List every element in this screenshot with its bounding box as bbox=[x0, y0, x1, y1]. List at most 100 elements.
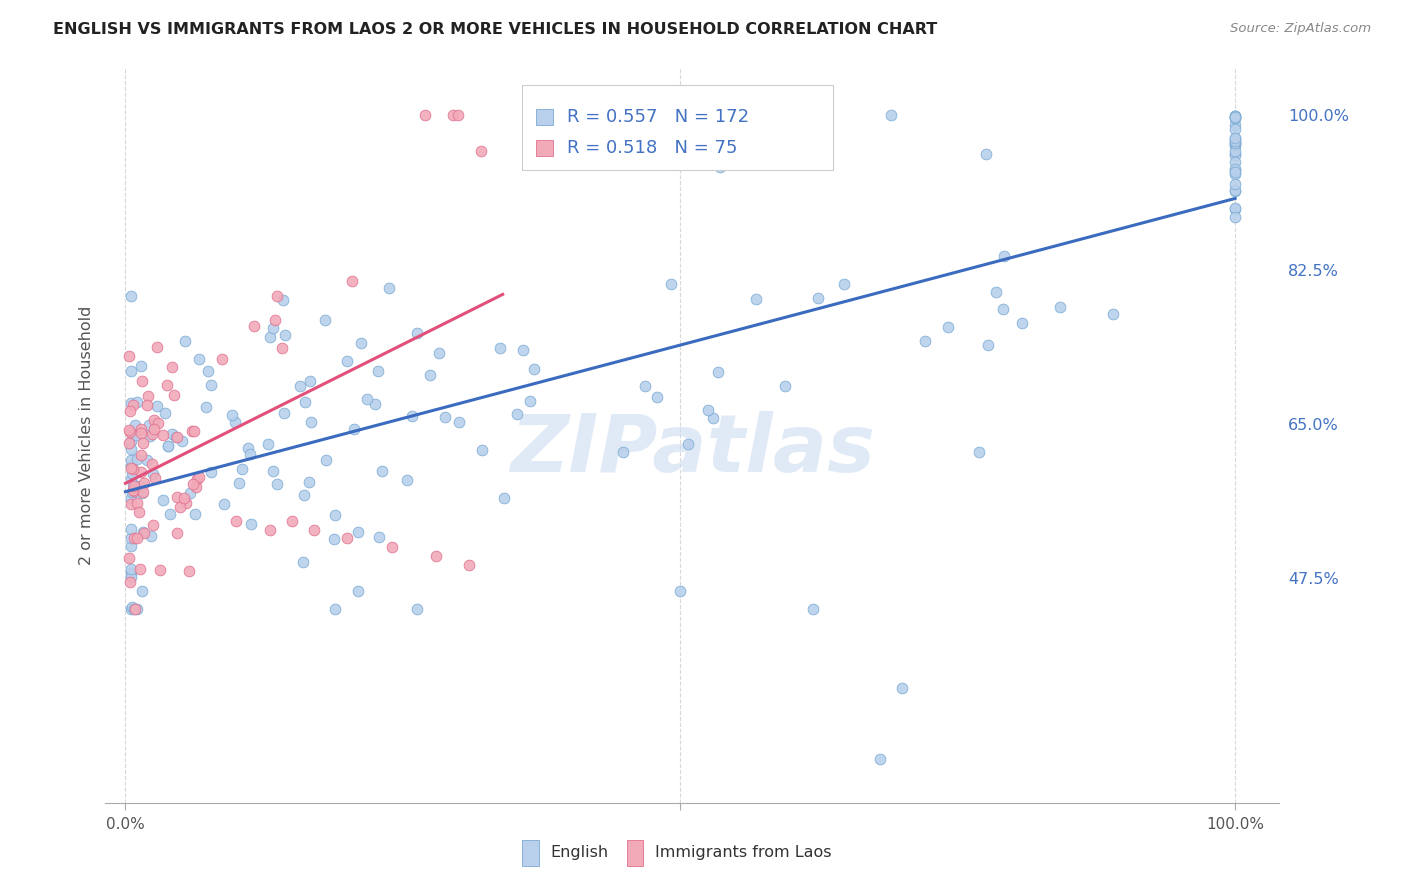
Point bbox=[259, 329, 281, 343]
Point bbox=[266, 476, 288, 491]
Point bbox=[142, 467, 165, 481]
Point bbox=[264, 313, 287, 327]
Point bbox=[165, 430, 187, 444]
Point bbox=[169, 500, 191, 515]
Point bbox=[612, 444, 634, 458]
Point bbox=[1223, 161, 1246, 176]
Text: ENGLISH VS IMMIGRANTS FROM LAOS 2 OR MORE VEHICLES IN HOUSEHOLD CORRELATION CHAR: ENGLISH VS IMMIGRANTS FROM LAOS 2 OR MOR… bbox=[53, 22, 938, 37]
Point bbox=[120, 434, 142, 448]
Y-axis label: 2 or more Vehicles in Household: 2 or more Vehicles in Household bbox=[79, 305, 94, 565]
Point bbox=[991, 301, 1014, 316]
Point bbox=[224, 415, 246, 429]
Point bbox=[211, 352, 233, 367]
Point bbox=[143, 471, 166, 485]
Point bbox=[146, 340, 169, 354]
Point bbox=[381, 540, 404, 554]
Point bbox=[122, 399, 145, 413]
Point bbox=[121, 466, 143, 480]
Point bbox=[129, 562, 152, 576]
Point bbox=[367, 529, 389, 543]
Point bbox=[149, 563, 172, 577]
Text: English: English bbox=[550, 846, 609, 861]
Point bbox=[634, 379, 657, 393]
Point bbox=[419, 368, 441, 382]
Point bbox=[773, 379, 796, 393]
Point bbox=[363, 397, 385, 411]
Point bbox=[1223, 137, 1246, 152]
Point bbox=[1223, 133, 1246, 147]
Point bbox=[266, 289, 288, 303]
Text: Immigrants from Laos: Immigrants from Laos bbox=[655, 846, 831, 861]
Point bbox=[124, 602, 146, 616]
Point bbox=[142, 518, 165, 533]
Point bbox=[179, 486, 201, 500]
Point bbox=[1223, 118, 1246, 132]
Point bbox=[471, 443, 494, 458]
Point bbox=[139, 528, 162, 542]
Point bbox=[239, 447, 262, 461]
Point bbox=[120, 491, 142, 505]
Point bbox=[458, 558, 481, 572]
Point bbox=[406, 602, 429, 616]
Point bbox=[1223, 210, 1246, 224]
Point bbox=[124, 478, 146, 492]
Point bbox=[132, 525, 155, 540]
Point bbox=[121, 600, 143, 615]
Point bbox=[131, 485, 153, 500]
Point bbox=[228, 476, 250, 491]
Point bbox=[197, 363, 219, 377]
Point bbox=[136, 453, 159, 467]
Point bbox=[489, 341, 512, 355]
Point bbox=[118, 423, 141, 437]
Point bbox=[120, 562, 142, 576]
Point bbox=[221, 408, 243, 422]
Point bbox=[880, 108, 903, 122]
Point bbox=[125, 451, 148, 466]
Point bbox=[131, 374, 153, 388]
Point bbox=[146, 416, 169, 430]
Point bbox=[200, 465, 222, 479]
Point bbox=[494, 491, 516, 505]
Text: ZIPatlas: ZIPatlas bbox=[510, 410, 875, 489]
Point bbox=[120, 442, 142, 456]
Point bbox=[120, 461, 142, 475]
Point bbox=[152, 492, 174, 507]
Point bbox=[173, 491, 195, 505]
Point bbox=[239, 516, 262, 531]
Point bbox=[1223, 121, 1246, 136]
Point bbox=[129, 466, 152, 480]
Text: Source: ZipAtlas.com: Source: ZipAtlas.com bbox=[1230, 22, 1371, 36]
Point bbox=[336, 532, 359, 546]
Point bbox=[231, 461, 253, 475]
Point bbox=[120, 472, 142, 486]
Point bbox=[125, 496, 148, 510]
Point bbox=[1223, 131, 1246, 145]
Point bbox=[1223, 185, 1246, 199]
Point bbox=[803, 602, 825, 616]
Point bbox=[832, 277, 855, 291]
Point bbox=[1223, 183, 1246, 197]
Point bbox=[120, 523, 142, 537]
Point bbox=[1223, 145, 1246, 159]
Bar bbox=[536, 109, 553, 125]
Point bbox=[356, 392, 378, 406]
Point bbox=[512, 343, 534, 357]
Point bbox=[315, 452, 337, 467]
Point bbox=[155, 406, 177, 420]
Point bbox=[236, 441, 259, 455]
Point bbox=[1223, 202, 1246, 216]
Point bbox=[184, 480, 207, 494]
Point bbox=[118, 436, 141, 450]
Point bbox=[709, 160, 731, 174]
Point bbox=[1223, 130, 1246, 145]
Point bbox=[1223, 148, 1246, 162]
Point bbox=[298, 375, 321, 389]
Point bbox=[186, 472, 208, 486]
Point bbox=[891, 681, 914, 696]
Point bbox=[447, 108, 470, 122]
Point bbox=[1223, 201, 1246, 215]
Point bbox=[127, 531, 149, 545]
Point bbox=[120, 497, 142, 511]
Point bbox=[661, 277, 683, 292]
Point bbox=[131, 486, 153, 500]
